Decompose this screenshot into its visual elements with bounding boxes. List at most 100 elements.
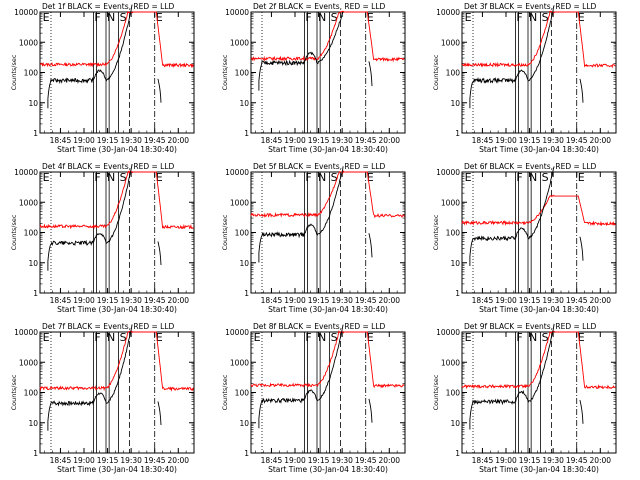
x-tick-label: 19:15 xyxy=(97,456,119,465)
marker-label: S xyxy=(542,11,549,24)
panel-det-2: Det 2f BLACK = Events, RED = LLD 1 10 100 10… xyxy=(221,2,406,154)
series-black-events-recovery xyxy=(157,401,162,426)
marker-label: F xyxy=(305,171,311,184)
x-tick-label: 20:00 xyxy=(167,296,189,305)
x-tick-label: 19:45 xyxy=(566,456,588,465)
y-tick-label: 1 xyxy=(244,129,249,138)
marker-label: E xyxy=(465,331,472,344)
y-tick-label: 10000 xyxy=(225,8,249,17)
x-tick-label: 19:45 xyxy=(144,136,166,145)
marker-label: N xyxy=(318,331,326,344)
marker-label: S xyxy=(120,331,127,344)
marker-label: F xyxy=(516,171,522,184)
x-tick-label: 18:45 xyxy=(261,296,283,305)
y-tick-label: 10000 xyxy=(436,8,460,17)
marker-label: S xyxy=(542,331,549,344)
marker-label: E xyxy=(367,11,374,24)
y-tick-label: 100 xyxy=(446,69,461,78)
x-tick-label: 19:15 xyxy=(519,296,541,305)
x-tick-label: 19:00 xyxy=(495,296,517,305)
y-axis-label: Counts/sec xyxy=(10,54,18,90)
marker-label: S xyxy=(120,11,127,24)
x-axis-label: Start Time (30-Jan-04 18:30:40) xyxy=(57,145,177,154)
y-tick-label: 1 xyxy=(244,289,249,298)
x-tick-label: 18:45 xyxy=(50,136,72,145)
series-black-events-recovery xyxy=(368,61,373,87)
x-tick-label: 19:00 xyxy=(73,296,95,305)
y-tick-label: 1 xyxy=(455,129,460,138)
x-tick-label: 19:45 xyxy=(144,456,166,465)
marker-label: E xyxy=(465,171,472,184)
y-tick-label: 10 xyxy=(450,419,460,428)
y-tick-label: 1 xyxy=(244,449,249,458)
y-axis-label: Counts/sec xyxy=(432,54,440,90)
x-tick-label: 20:00 xyxy=(378,456,400,465)
marker-label: F xyxy=(94,331,100,344)
series-black-events-recovery xyxy=(157,241,162,266)
marker-label: E xyxy=(156,171,163,184)
marker-label: N xyxy=(107,11,115,24)
marker-label: N xyxy=(529,171,537,184)
plot-frame xyxy=(461,11,617,134)
y-tick-label: 1000 xyxy=(19,38,38,47)
panel-det-4: Det 4f BLACK = Events, RED = LLD 1 10 100 10… xyxy=(10,162,195,314)
y-axis-label: Counts/sec xyxy=(221,374,229,410)
x-tick-label: 19:30 xyxy=(542,296,564,305)
marker-label: E xyxy=(43,171,50,184)
series-black-events xyxy=(258,324,344,429)
marker-label: N xyxy=(318,11,326,24)
marker-label: S xyxy=(331,331,338,344)
marker-label: F xyxy=(516,331,522,344)
marker-label: F xyxy=(305,11,311,24)
x-tick-label: 18:45 xyxy=(472,456,494,465)
y-tick-label: 1 xyxy=(455,449,460,458)
y-axis-label: Counts/sec xyxy=(10,214,18,250)
plot-frame xyxy=(250,11,406,134)
x-tick-label: 19:15 xyxy=(97,136,119,145)
series-black-events-recovery xyxy=(368,233,373,258)
panel-det-7: Det 7f BLACK = Events, RED = LLD 1 10 100 10… xyxy=(10,322,195,474)
marker-label: S xyxy=(542,171,549,184)
plot-frame xyxy=(39,11,195,134)
panel-det-9: Det 9f BLACK = Events, RED = LLD 1 10 100 10… xyxy=(432,322,617,474)
x-tick-label: 19:00 xyxy=(73,456,95,465)
series-black-events xyxy=(258,11,344,91)
plot-frame xyxy=(461,331,617,454)
marker-label: N xyxy=(107,171,115,184)
chart-title: Det 2f BLACK = Events, RED = LLD xyxy=(253,2,386,11)
x-axis-label: Start Time (30-Jan-04 18:30:40) xyxy=(479,465,599,474)
y-tick-label: 1000 xyxy=(441,358,460,367)
x-tick-label: 19:30 xyxy=(120,296,142,305)
x-tick-label: 19:15 xyxy=(519,136,541,145)
x-tick-label: 20:00 xyxy=(589,296,611,305)
chart-title: Det 4f BLACK = Events, RED = LLD xyxy=(42,162,175,171)
x-axis-label: Start Time (30-Jan-04 18:30:40) xyxy=(479,145,599,154)
marker-label: S xyxy=(331,11,338,24)
y-tick-label: 100 xyxy=(235,229,250,238)
y-axis-label: Counts/sec xyxy=(432,214,440,250)
series-black-events-recovery xyxy=(579,78,584,103)
x-tick-label: 18:45 xyxy=(472,136,494,145)
x-tick-label: 19:15 xyxy=(308,456,330,465)
plot-frame xyxy=(39,331,195,454)
x-tick-label: 19:00 xyxy=(284,456,306,465)
marker-label: E xyxy=(43,11,50,24)
series-red-lld xyxy=(461,330,616,390)
y-tick-label: 10000 xyxy=(225,168,249,177)
x-axis-label: Start Time (30-Jan-04 18:30:40) xyxy=(57,465,177,474)
panel-det-8: Det 8f BLACK = Events, RED = LLD 1 10 100 10… xyxy=(221,322,406,474)
marker-label: N xyxy=(318,171,326,184)
marker-label: E xyxy=(578,331,585,344)
chart-title: Det 1f BLACK = Events, RED = LLD xyxy=(42,2,175,11)
y-tick-label: 100 xyxy=(235,389,250,398)
series-black-events xyxy=(47,324,133,431)
marker-label: S xyxy=(120,171,127,184)
marker-label: F xyxy=(94,11,100,24)
x-axis-label: Start Time (30-Jan-04 18:30:40) xyxy=(268,305,388,314)
panel-det-5: Det 5f BLACK = Events, RED = LLD 1 10 100 10… xyxy=(221,162,406,314)
x-tick-label: 20:00 xyxy=(589,136,611,145)
x-tick-label: 20:00 xyxy=(589,456,611,465)
y-tick-label: 10000 xyxy=(14,168,38,177)
x-tick-label: 19:30 xyxy=(120,456,142,465)
series-black-events xyxy=(469,5,555,109)
